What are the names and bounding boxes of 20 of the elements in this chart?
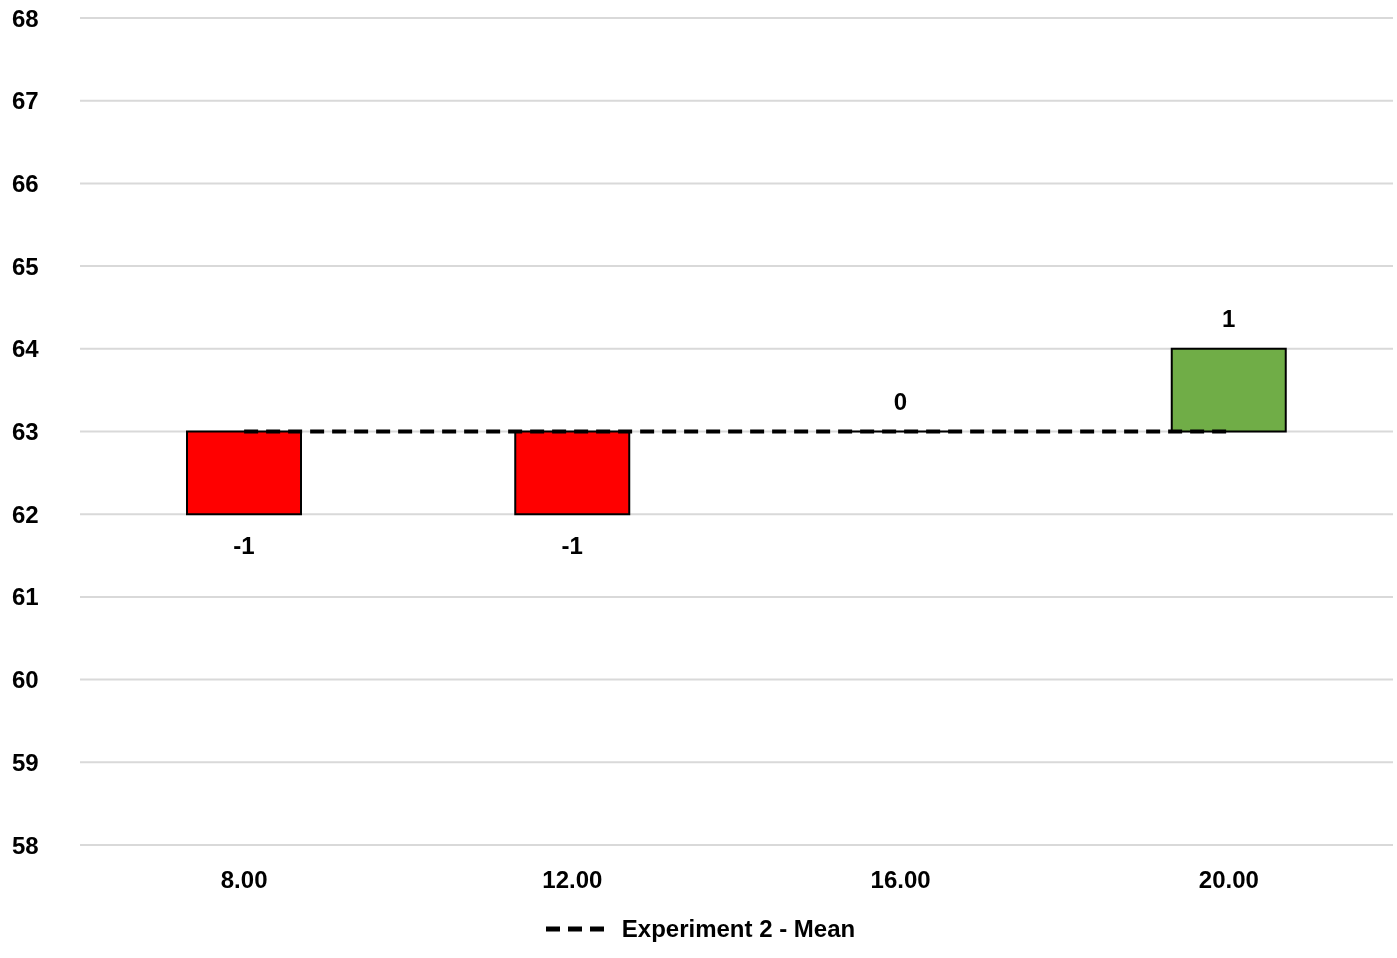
y-tick-label: 65 [12,252,39,280]
x-tick-label: 16.00 [870,866,931,894]
y-tick-label: 66 [12,169,39,197]
data-label: -1 [233,532,255,560]
x-tick-label: 12.00 [542,866,603,894]
y-tick-label: 68 [12,4,39,32]
y-tick-label: 63 [12,418,39,446]
y-tick-label: 58 [12,831,39,859]
y-tick-label: 67 [12,87,39,115]
y-tick-label: 62 [12,500,39,528]
y-tick-label: 59 [12,748,39,776]
data-label: -1 [561,532,583,560]
y-tick-label: 60 [12,666,39,694]
x-tick-label: 8.00 [220,866,268,894]
data-label: 0 [893,387,908,415]
data-label: 1 [1222,304,1236,332]
x-tick-label: 20.00 [1198,866,1259,894]
y-tick-label: 61 [12,583,39,611]
y-tick-label: 64 [12,335,40,363]
legend-label: Experiment 2 - Mean [621,915,856,943]
